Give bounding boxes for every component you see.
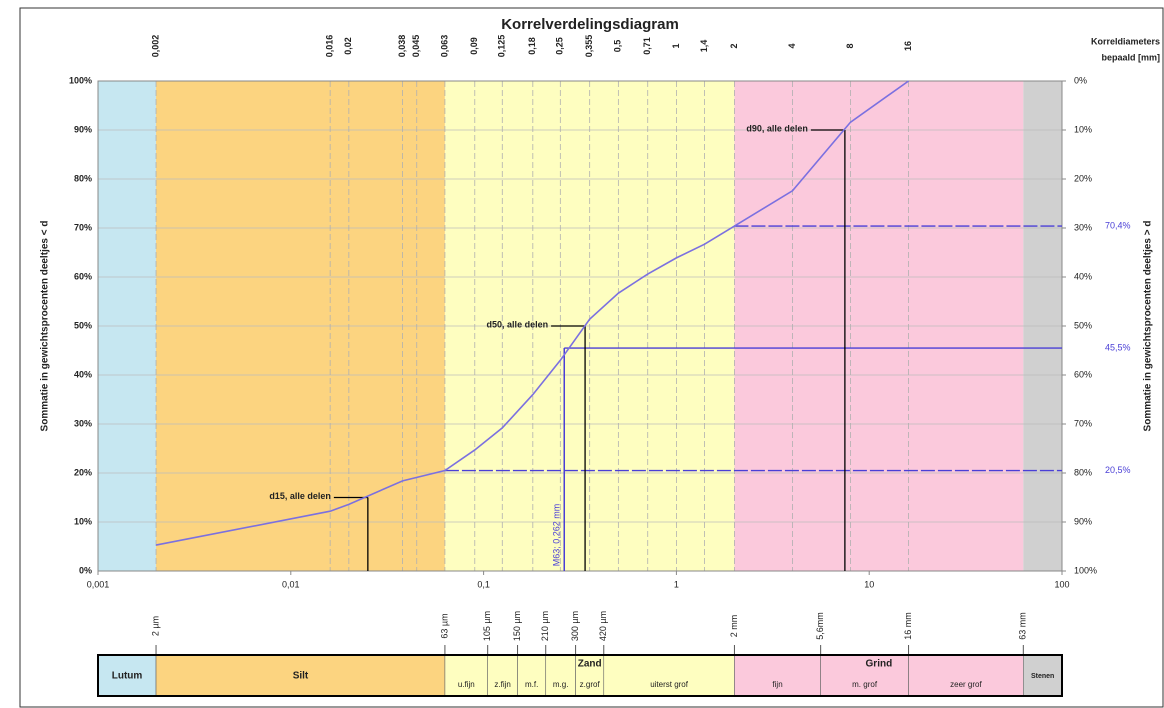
subclass-label: m. grof <box>852 680 878 689</box>
y2-tick-label: 80% <box>1074 467 1092 477</box>
y-tick-label: 10% <box>74 516 92 526</box>
x2-tick-label: 0,038 <box>397 35 407 58</box>
x-tick-label: 100 <box>1054 579 1069 589</box>
y2-tick-label: 70% <box>1074 418 1092 428</box>
reference-label: 45,5% <box>1105 342 1131 352</box>
size-mark-label: 16 mm <box>903 612 913 640</box>
size-mark-label: 5,6mm <box>815 612 825 640</box>
size-mark-label: 2 µm <box>150 616 160 636</box>
class-cell <box>908 654 1024 697</box>
x-tick-label: 0,1 <box>477 579 490 589</box>
reference-label: 20,5% <box>1105 465 1131 475</box>
size-mark-label: 63 µm <box>439 613 449 638</box>
annotation-label: d90, alle delen <box>746 123 808 133</box>
x2-tick-label: 0,25 <box>555 37 565 55</box>
y-tick-label: 20% <box>74 467 92 477</box>
y2-tick-label: 60% <box>1074 369 1092 379</box>
x2-tick-label: 4 <box>787 43 797 48</box>
class-label: Grind <box>866 659 893 670</box>
x2-tick-label: 8 <box>845 43 855 48</box>
subclass-label: fijn <box>772 680 782 689</box>
size-mark-label: 420 µm <box>598 611 608 641</box>
y-tick-label: 60% <box>74 271 92 281</box>
x2-tick-label: 0,02 <box>343 37 353 55</box>
x2-tick-label: 0,355 <box>584 35 594 58</box>
x2-tick-label: 0,045 <box>411 35 421 58</box>
y-tick-label: 40% <box>74 369 92 379</box>
reference-label: 70,4% <box>1105 220 1131 230</box>
x2-tick-label: 0,5 <box>613 40 623 53</box>
data-line <box>155 80 910 546</box>
class-cell <box>734 654 821 697</box>
class-cell <box>545 654 576 697</box>
x2-tick-label: 0,18 <box>527 37 537 55</box>
right-header: Korreldiameters <box>1091 36 1160 46</box>
subclass-label: uiterst grof <box>650 680 689 689</box>
size-mark-label: 150 µm <box>512 611 522 641</box>
y2-tick-label: 90% <box>1074 516 1092 526</box>
size-mark-label: 210 µm <box>540 611 550 641</box>
x2-tick-label: 0,016 <box>325 35 335 58</box>
marker-label: M63; 0,262 mm <box>552 504 562 567</box>
chart-title: Korrelverdelingsdiagram <box>501 16 679 33</box>
size-mark-label: 105 µm <box>482 611 492 641</box>
subclass-label: m.g. <box>553 680 569 689</box>
class-label: Stenen <box>1031 673 1054 680</box>
x2-tick-label: 0,002 <box>150 35 160 58</box>
subclass-label: z.fijn <box>494 680 510 689</box>
x-tick-label: 0,001 <box>87 579 110 589</box>
x-tick-label: 0,01 <box>282 579 300 589</box>
x2-tick-label: 0,125 <box>497 35 507 58</box>
size-mark-label: 300 µm <box>570 611 580 641</box>
class-label: Silt <box>293 671 309 682</box>
y-tick-label: 30% <box>74 418 92 428</box>
y2-tick-label: 20% <box>1074 173 1092 183</box>
class-cell <box>487 654 518 697</box>
y2-axis-label: Sommatie in gewichtsprocenten deeltjes >… <box>1143 221 1154 432</box>
class-bar-border <box>97 654 1063 697</box>
x2-tick-label: 0,71 <box>642 37 652 55</box>
y2-tick-label: 0% <box>1074 75 1087 85</box>
y-tick-label: 50% <box>74 320 92 330</box>
subclass-label: zeer grof <box>950 680 982 689</box>
right-header: bepaald [mm] <box>1101 52 1160 62</box>
x2-tick-label: 1 <box>671 43 681 48</box>
class-label: Zand <box>578 659 602 670</box>
y2-tick-label: 10% <box>1074 124 1092 134</box>
y-tick-label: 100% <box>69 75 92 85</box>
size-mark-label: 2 mm <box>729 615 739 638</box>
size-mark-label: 63 mm <box>1018 612 1028 640</box>
subclass-label: u.fijn <box>458 680 475 689</box>
x-tick-label: 10 <box>864 579 874 589</box>
x2-tick-label: 0,063 <box>439 35 449 58</box>
class-cell <box>155 654 446 697</box>
annotation-label: d50, alle delen <box>487 319 549 329</box>
class-label: Lutum <box>112 671 143 682</box>
x2-tick-label: 16 <box>903 41 913 51</box>
subclass-label: z.grof <box>580 680 601 689</box>
y-tick-label: 70% <box>74 222 92 232</box>
class-cell <box>517 654 547 697</box>
class-cell <box>820 654 909 697</box>
y-tick-label: 0% <box>79 565 92 575</box>
subclass-label: m.f. <box>525 680 538 689</box>
y-tick-label: 80% <box>74 173 92 183</box>
x2-tick-label: 0,09 <box>469 37 479 55</box>
y2-tick-label: 50% <box>1074 320 1092 330</box>
annotation-label: d15, alle delen <box>269 491 331 501</box>
y2-tick-label: 40% <box>1074 271 1092 281</box>
y2-tick-label: 30% <box>1074 222 1092 232</box>
y-axis-label: Sommatie in gewichtsprocenten deeltjes <… <box>40 221 51 432</box>
x2-tick-label: 1,4 <box>699 40 709 53</box>
x2-tick-label: 2 <box>729 43 739 48</box>
class-cell <box>603 654 735 697</box>
y2-tick-label: 100% <box>1074 565 1097 575</box>
class-cell <box>444 654 488 697</box>
x-tick-label: 1 <box>674 579 679 589</box>
y-tick-label: 90% <box>74 124 92 134</box>
